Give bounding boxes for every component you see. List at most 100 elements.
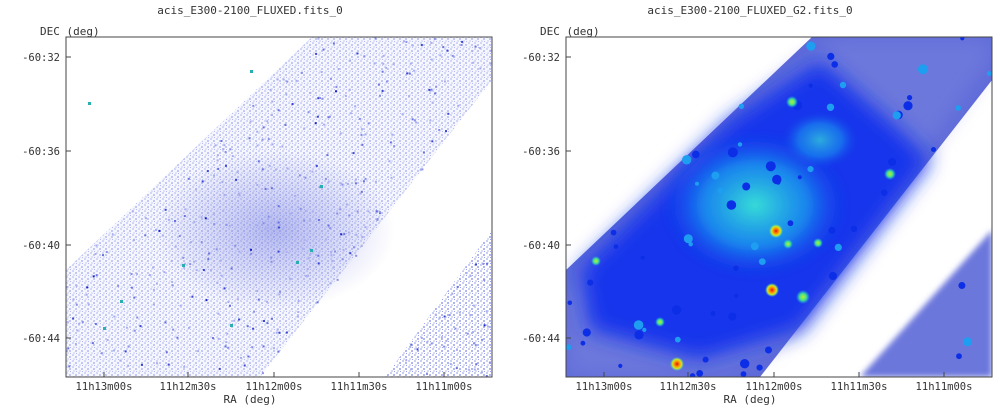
count-pixel: [307, 268, 309, 270]
count-pixel: [410, 344, 412, 346]
count-pixel: [355, 179, 357, 181]
count-pixel: [484, 324, 486, 326]
count-pixel: [325, 178, 327, 180]
count-pixel: [382, 71, 384, 73]
count-pixel: [382, 90, 384, 92]
count-pixel: [405, 359, 407, 361]
count-pixel: [131, 273, 133, 275]
count-pixel: [172, 284, 174, 286]
count-pixel: [412, 118, 414, 120]
count-pixel: [223, 144, 225, 146]
point-source: [734, 294, 738, 298]
count-pixel: [258, 160, 260, 162]
count-pixel: [338, 68, 340, 70]
count-pixel: [188, 178, 190, 180]
count-pixel: [278, 227, 280, 229]
count-pixel: [332, 267, 334, 269]
count-pixel: [263, 345, 265, 347]
x-tick-label: 11h11m30s: [331, 381, 388, 393]
count-pixel: [176, 337, 178, 339]
count-pixel: [278, 222, 280, 224]
count-pixel: [444, 316, 446, 318]
count-pixel: [213, 223, 215, 225]
count-pixel: [455, 328, 457, 330]
count-pixel: [426, 373, 428, 375]
count-pixel: [256, 290, 258, 292]
point-source: [727, 200, 737, 210]
count-pixel: [301, 72, 303, 74]
count-pixel: [237, 171, 239, 173]
point-source: [963, 337, 972, 346]
point-source: [587, 280, 593, 286]
medium-source: [783, 239, 793, 249]
count-pixel: [78, 323, 80, 325]
count-pixel: [444, 80, 446, 82]
count-pixel: [403, 40, 405, 42]
count-pixel: [207, 258, 209, 260]
count-pixel: [431, 343, 433, 345]
count-pixel: [361, 236, 363, 238]
count-pixel: [197, 350, 199, 352]
count-pixel: [438, 129, 440, 131]
count-pixel: [365, 178, 367, 180]
count-pixel: [346, 204, 348, 206]
count-pixel: [361, 128, 363, 130]
count-pixel: [287, 168, 289, 170]
count-pixel: [343, 249, 345, 251]
count-pixel: [428, 89, 430, 91]
count-pixel: [374, 62, 376, 64]
count-pixel: [133, 239, 135, 241]
point-source: [642, 328, 646, 332]
point-source: [798, 175, 802, 179]
count-pixel: [276, 332, 278, 334]
count-pixel: [473, 305, 475, 307]
count-pixel: [67, 321, 69, 323]
count-pixel: [329, 116, 331, 118]
point-source: [840, 82, 846, 88]
count-pixel: [278, 293, 280, 295]
count-pixel: [171, 260, 173, 262]
count-pixel: [474, 369, 476, 371]
count-pixel: [221, 275, 223, 277]
count-pixel: [470, 275, 472, 277]
count-pixel: [440, 54, 442, 56]
left-image-data: [66, 37, 492, 377]
bright-pixel: [230, 324, 233, 327]
count-pixel: [149, 274, 151, 276]
point-source: [759, 258, 766, 265]
diffuse-emission: [155, 150, 395, 310]
point-source: [618, 364, 622, 368]
count-pixel: [456, 349, 458, 351]
x-tick-label: 11h11m30s: [831, 381, 888, 393]
count-pixel: [330, 78, 332, 80]
count-pixel: [126, 327, 128, 329]
right-plot: 11h13m00s 11h12m30s 11h12m00s 11h11m30s 11h1…: [500, 0, 1000, 416]
count-pixel: [297, 315, 299, 317]
count-pixel: [229, 225, 231, 227]
x-tick-label: 11h12m00s: [246, 381, 303, 393]
count-pixel: [305, 177, 307, 179]
point-source: [956, 353, 962, 359]
count-pixel: [393, 145, 395, 147]
count-pixel: [304, 239, 306, 241]
count-pixel: [262, 139, 264, 141]
count-pixel: [251, 346, 253, 348]
count-pixel: [219, 368, 221, 370]
count-pixel: [227, 347, 229, 349]
count-pixel: [296, 80, 298, 82]
count-pixel: [359, 118, 361, 120]
count-pixel: [325, 238, 327, 240]
count-pixel: [222, 148, 224, 150]
count-pixel: [193, 261, 195, 263]
count-pixel: [365, 226, 367, 228]
count-pixel: [271, 101, 273, 103]
count-pixel: [266, 322, 268, 324]
count-pixel: [185, 208, 187, 210]
count-pixel: [234, 245, 236, 247]
count-pixel: [487, 326, 489, 328]
count-pixel: [258, 299, 260, 301]
count-pixel: [128, 346, 130, 348]
count-pixel: [158, 230, 160, 232]
count-pixel: [443, 346, 445, 348]
count-pixel: [308, 257, 310, 259]
